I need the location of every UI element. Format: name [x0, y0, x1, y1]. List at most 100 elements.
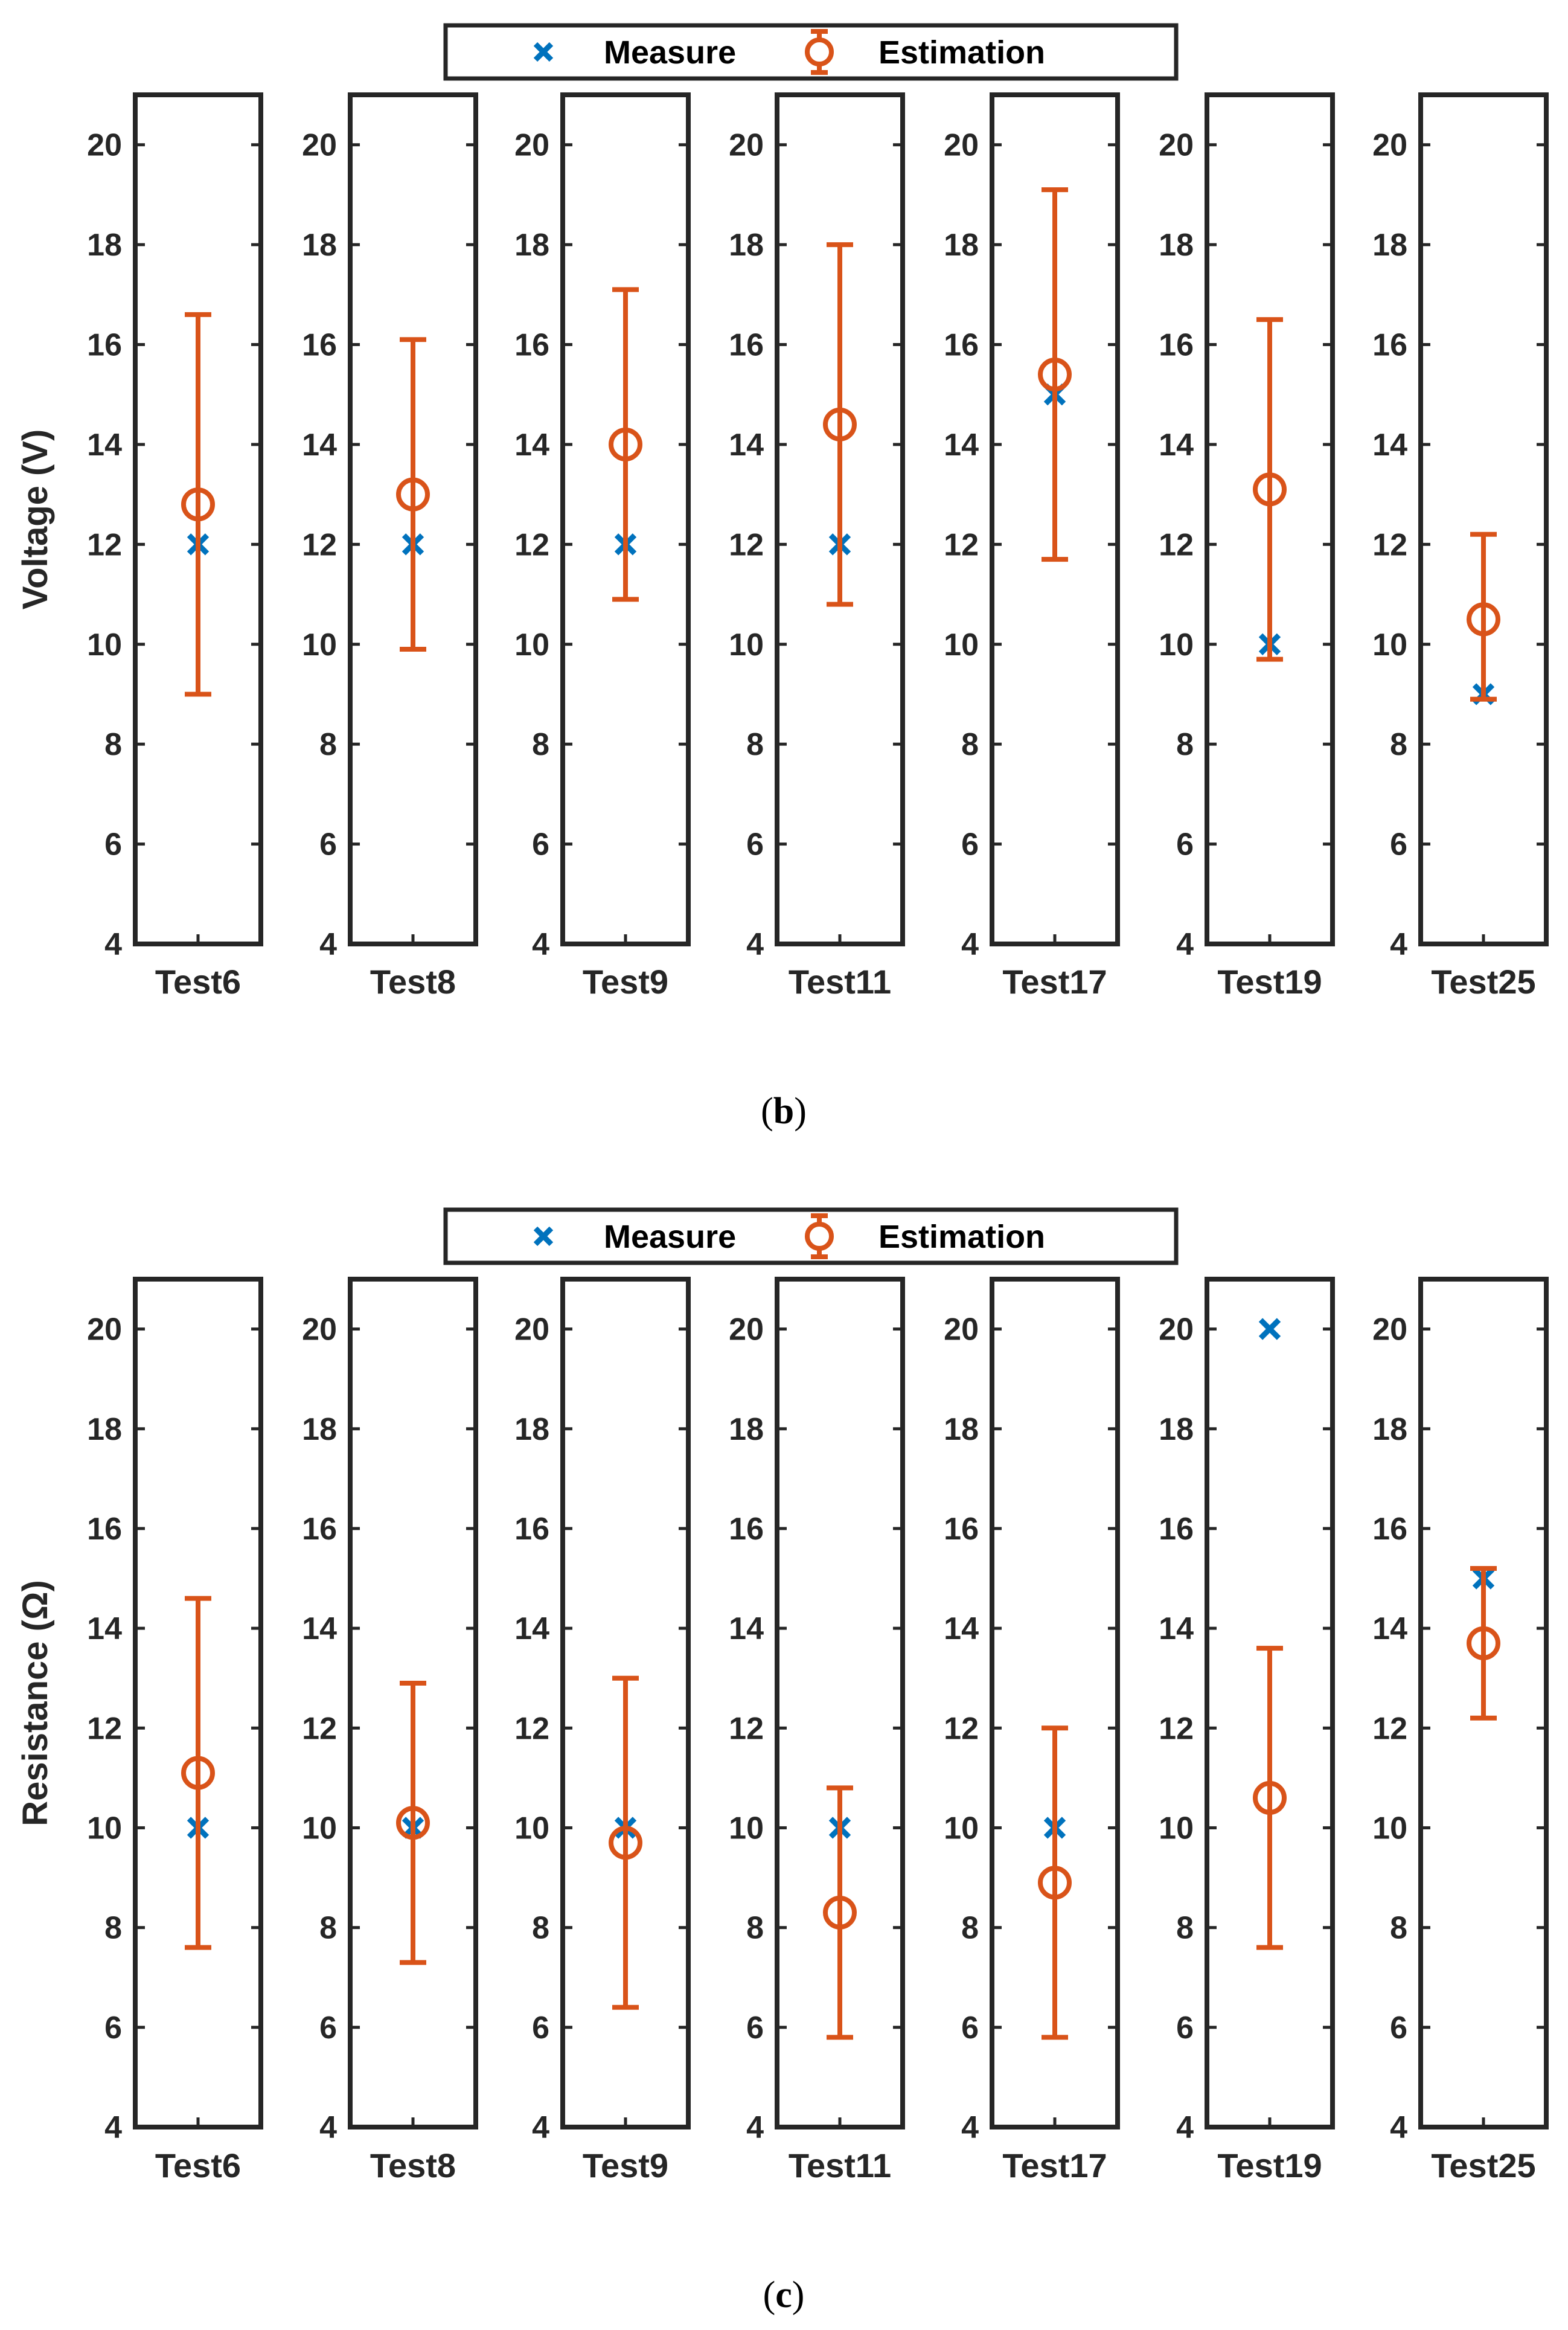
- y-tick-label: 18: [1372, 228, 1407, 263]
- y-tick-label: 16: [87, 328, 122, 363]
- y-tick-label: 6: [961, 827, 979, 862]
- y-tick-label: 18: [514, 228, 549, 263]
- category-label: Test6: [155, 963, 241, 1001]
- panel-caption: (b): [761, 1091, 807, 1132]
- legend-estimation-label: Estimation: [878, 34, 1045, 71]
- subplot-test19: 4 6 8 10 12 14 16 18 20 Test19: [1159, 92, 1335, 1001]
- category-label: Test19: [1217, 963, 1322, 1001]
- axes-box: [1418, 92, 1549, 946]
- y-tick-label: 8: [746, 727, 764, 762]
- y-tick-label: 6: [1176, 2011, 1194, 2046]
- y-tick-label: 14: [302, 428, 337, 463]
- y-tick-label: 10: [514, 627, 549, 663]
- category-label: Test25: [1431, 2146, 1535, 2184]
- y-tick-label: 4: [961, 2110, 979, 2145]
- y-tick-label: 6: [1390, 827, 1407, 862]
- y-tick-label: 16: [1159, 1512, 1194, 1547]
- subplot-test9: 4 6 8 10 12 14 16 18 20 Test9: [514, 92, 691, 1001]
- estimation-point: [1253, 472, 1287, 507]
- y-tick-label: 20: [729, 128, 764, 163]
- y-tick-label: 14: [1372, 428, 1407, 463]
- y-tick-label: 4: [319, 927, 337, 962]
- y-tick-label: 4: [1390, 2110, 1407, 2145]
- y-tick-label: 10: [944, 1811, 979, 1846]
- subplot-test11: 4 6 8 10 12 14 16 18 20 Test11: [729, 92, 905, 1001]
- y-tick-label: 8: [1390, 727, 1407, 762]
- estimation-point: [396, 1806, 430, 1840]
- y-tick-label: 16: [1372, 1512, 1407, 1547]
- caption-letter: c: [775, 2274, 792, 2316]
- y-tick-label: 8: [532, 1911, 549, 1946]
- y-tick-label: 6: [104, 2011, 122, 2046]
- y-tick-label: 4: [746, 2110, 764, 2145]
- measure-point: [1258, 1318, 1281, 1340]
- y-tick-label: 20: [514, 1312, 549, 1347]
- legend-estimation-label: Estimation: [878, 1219, 1045, 1255]
- y-tick-label: 10: [729, 1811, 764, 1846]
- legend-measure-label: Measure: [604, 1219, 736, 1255]
- panel-caption: (c): [763, 2274, 805, 2316]
- y-tick-label: 12: [1159, 1711, 1194, 1746]
- y-tick-label: 12: [729, 527, 764, 562]
- y-tick-label: 12: [944, 527, 979, 562]
- estimation-point: [1038, 358, 1072, 392]
- y-tick-label: 6: [746, 2011, 764, 2046]
- y-tick-label: 6: [532, 2011, 549, 2046]
- y-tick-label: 18: [1372, 1412, 1407, 1447]
- subplot-test8: 4 6 8 10 12 14 16 18 20 Test8: [302, 1277, 478, 2184]
- y-tick-label: 20: [1159, 1312, 1194, 1347]
- y-tick-label: 16: [944, 1512, 979, 1547]
- category-label: Test17: [1002, 2146, 1107, 2184]
- category-label: Test8: [370, 963, 456, 1001]
- subplot-test6: 4 6 8 10 12 14 16 18 20 Test6: [87, 1277, 263, 2184]
- figure-b: Voltage (V) 4 6 8 10 12 14 16 18 20 Test6 4 6 8 10 12 14…: [16, 92, 1549, 1132]
- estimation-point: [823, 407, 857, 441]
- legend-measure-marker: [533, 42, 554, 62]
- y-tick-label: 18: [944, 228, 979, 263]
- y-tick-label: 14: [87, 1611, 122, 1646]
- y-axis-label: Resistance (Ω): [16, 1580, 55, 1826]
- category-label: Test6: [155, 2146, 241, 2184]
- y-tick-label: 12: [302, 1711, 337, 1746]
- subplot-test11: 4 6 8 10 12 14 16 18 20 Test11: [729, 1277, 905, 2184]
- y-tick-label: 4: [1176, 2110, 1194, 2145]
- subplot-test25: 4 6 8 10 12 14 16 18 20 Test25: [1372, 92, 1549, 1001]
- y-tick-label: 4: [319, 2110, 337, 2145]
- y-tick-label: 12: [302, 527, 337, 562]
- estimation-point: [609, 1826, 642, 1860]
- legend-estimation-marker: [805, 1222, 834, 1251]
- y-tick-label: 8: [961, 1911, 979, 1946]
- y-tick-label: 8: [319, 1911, 337, 1946]
- caption-close-paren: ): [792, 2274, 805, 2316]
- subplot-test9: 4 6 8 10 12 14 16 18 20 Test9: [514, 1277, 691, 2184]
- y-tick-label: 18: [514, 1412, 549, 1447]
- y-tick-label: 14: [729, 1611, 764, 1646]
- y-tick-label: 20: [944, 1312, 979, 1347]
- y-tick-label: 14: [1159, 428, 1194, 463]
- y-tick-label: 18: [729, 1412, 764, 1447]
- subplot-test8: 4 6 8 10 12 14 16 18 20 Test8: [302, 92, 478, 1001]
- y-tick-label: 14: [1372, 1611, 1407, 1646]
- y-tick-label: 10: [87, 627, 122, 663]
- y-tick-label: 16: [514, 328, 549, 363]
- y-tick-label: 4: [746, 927, 764, 962]
- y-tick-label: 14: [1159, 1611, 1194, 1646]
- y-tick-label: 4: [1176, 927, 1194, 962]
- y-tick-label: 8: [1390, 1911, 1407, 1946]
- y-tick-label: 8: [104, 727, 122, 762]
- y-tick-label: 8: [319, 727, 337, 762]
- y-tick-label: 10: [729, 627, 764, 663]
- y-tick-label: 4: [961, 927, 979, 962]
- y-tick-label: 16: [302, 328, 337, 363]
- y-tick-label: 12: [1372, 1711, 1407, 1746]
- y-tick-label: 18: [302, 228, 337, 263]
- y-tick-label: 6: [319, 2011, 337, 2046]
- y-tick-label: 20: [1372, 1312, 1407, 1347]
- category-label: Test25: [1431, 963, 1535, 1001]
- y-tick-label: 10: [514, 1811, 549, 1846]
- subplot-test6: 4 6 8 10 12 14 16 18 20 Test6: [87, 92, 263, 1001]
- subplot-test25: 4 6 8 10 12 14 16 18 20 Test25: [1372, 1277, 1549, 2184]
- y-tick-label: 6: [532, 827, 549, 862]
- y-tick-label: 4: [532, 927, 549, 962]
- subplot-test19: 4 6 8 10 12 14 16 18 20 Test19: [1159, 1277, 1335, 2184]
